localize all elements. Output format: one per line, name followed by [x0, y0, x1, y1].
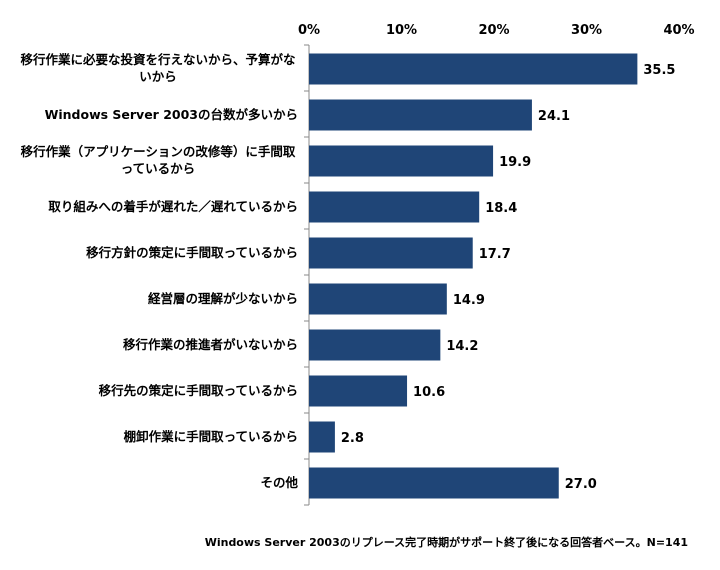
category-label-text: 棚卸作業に手間取っているから [123, 428, 298, 444]
category-label-text: 移行方針の策定に手間取っているから [86, 244, 298, 260]
data-label: 17.7 [479, 247, 511, 262]
category-label-text: 取り組みへの着手が遅れた／遅れているから [48, 198, 298, 214]
bar [309, 467, 559, 499]
data-label: 2.8 [341, 431, 364, 446]
bar [309, 421, 335, 453]
data-label: 14.9 [453, 293, 485, 308]
category-label-text: 経営層の理解が少ないから [147, 290, 298, 306]
category-label: 取り組みへの着手が遅れた／遅れているから [18, 183, 298, 229]
category-label: 移行作業（アプリケーションの改修等）に手間取っているから [18, 137, 298, 183]
x-tick-label: 40% [663, 23, 694, 38]
category-label: その他 [18, 459, 298, 505]
bar [309, 329, 441, 361]
category-label-text: 移行先の策定に手間取っているから [98, 382, 298, 398]
category-label: Windows Server 2003の台数が多いから [18, 91, 298, 137]
bar [309, 283, 447, 315]
category-label-text: 移行作業の推進者がいないから [122, 336, 298, 352]
data-label: 14.2 [446, 339, 478, 354]
category-label: 移行方針の策定に手間取っているから [18, 229, 298, 275]
bar [309, 99, 532, 131]
x-tick-label: 30% [571, 23, 602, 38]
data-label: 27.0 [565, 477, 597, 492]
bar [309, 375, 408, 407]
data-label: 10.6 [413, 385, 445, 400]
category-label-text: 移行作業に必要な投資を行えないから、予算がないから [20, 52, 296, 84]
x-tick-label: 10% [386, 23, 417, 38]
bar [309, 53, 638, 85]
category-label: 経営層の理解が少ないから [18, 275, 298, 321]
category-label: 移行先の策定に手間取っているから [18, 367, 298, 413]
category-label-text: 移行作業（アプリケーションの改修等）に手間取っているから [20, 144, 296, 176]
data-label: 18.4 [485, 201, 517, 216]
category-label-text: Windows Server 2003の台数が多いから [44, 106, 298, 122]
bar [309, 145, 494, 177]
x-tick-label: 0% [298, 23, 320, 38]
footnote: Windows Server 2003のリプレース完了時期がサポート終了後になる… [204, 536, 688, 549]
bar [309, 237, 473, 269]
bar [309, 191, 480, 223]
category-label: 棚卸作業に手間取っているから [18, 413, 298, 459]
data-label: 35.5 [643, 63, 675, 78]
category-label: 移行作業の推進者がいないから [18, 321, 298, 367]
data-label: 19.9 [499, 155, 531, 170]
x-tick-label: 20% [478, 23, 509, 38]
category-label-text: その他 [260, 474, 298, 490]
data-label: 24.1 [538, 109, 570, 124]
category-label: 移行作業に必要な投資を行えないから、予算がないから [18, 45, 298, 91]
